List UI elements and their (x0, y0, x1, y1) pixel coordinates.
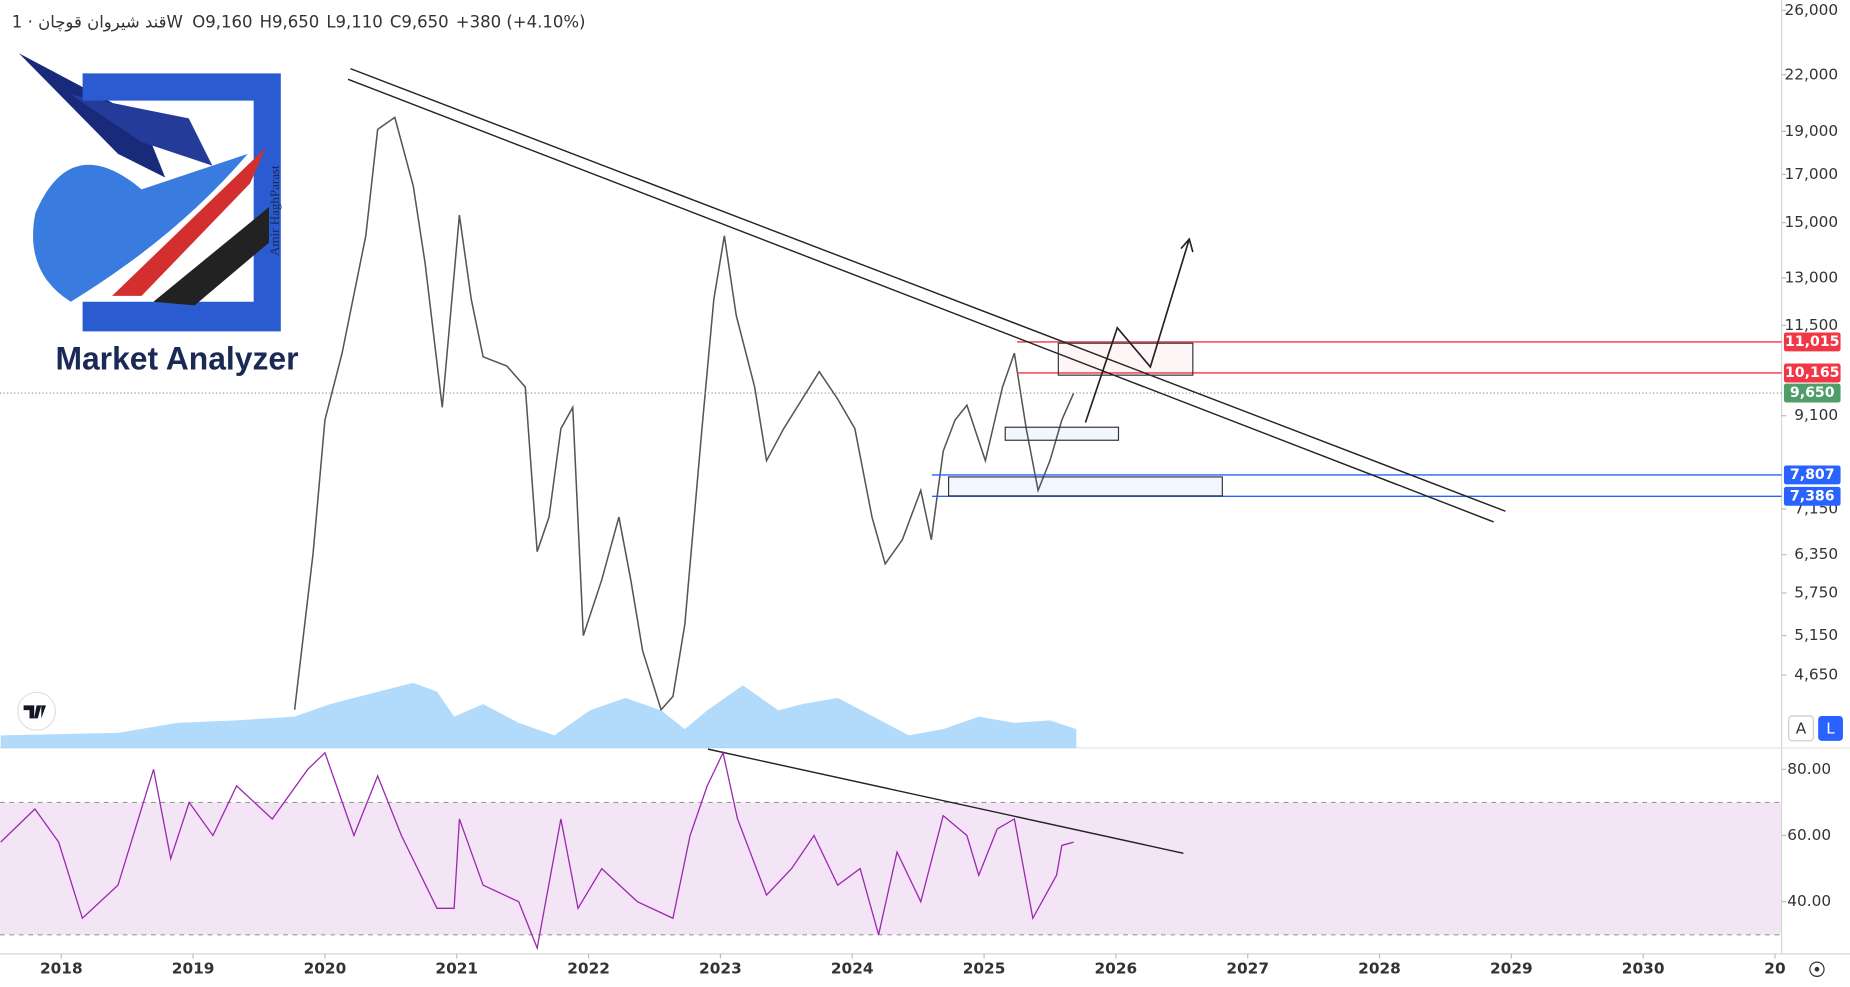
logo-frame (82, 73, 281, 332)
ohlc-label: C (390, 12, 402, 31)
auto-scale-label[interactable]: A (1796, 719, 1807, 737)
level-tag (1783, 486, 1841, 506)
logo: Market Analyzer Amir HaghParast (18, 53, 299, 376)
level-label: 7,386 (1790, 488, 1835, 504)
ohlc-value: 9,650 (272, 12, 319, 31)
y-tick-label: 22,000 (1785, 65, 1839, 83)
tv-logo (23, 705, 47, 719)
y-tick-label: 11,500 (1785, 316, 1839, 334)
logo-wing (18, 53, 166, 178)
ohlc-value: 9,160 (205, 12, 252, 31)
last-price-label: 9,650 (1790, 385, 1835, 401)
logo-author: Amir HaghParast (267, 165, 282, 256)
x-tick-label: 2026 (1095, 960, 1138, 978)
x-tick-label: 2021 (435, 960, 478, 978)
axes: 2018 2019 2020 2021 2022 2023 2024 2025 2026 2027… (40, 1, 1841, 978)
x-tick-label: 2019 (172, 960, 215, 978)
x-tick-label: 2022 (567, 960, 610, 978)
y-tick-label: 5,750 (1794, 584, 1838, 602)
y-tick-label: 17,000 (1785, 165, 1839, 183)
rsi-trendline (707, 748, 1184, 854)
price-line (293, 116, 1075, 712)
logo-swoosh (33, 153, 248, 302)
x-tick-label: 2024 (831, 960, 874, 978)
ohlc-label: L (326, 12, 336, 31)
rsi-line (0, 750, 1074, 951)
auto-scale-button[interactable] (1788, 715, 1815, 742)
legend-header: قند شیروان قوچان · 1W O9,160 H9,650 L9,110 C… (12, 12, 586, 32)
log-scale-button[interactable] (1818, 715, 1843, 741)
resistance-box (1057, 342, 1194, 376)
level-tag (1783, 465, 1841, 485)
level-label: 11,015 (1785, 334, 1840, 350)
support-box (1004, 426, 1120, 441)
rsi-band-fill (0, 802, 1782, 935)
projection-arrow (1084, 238, 1191, 423)
rsi-band (0, 801, 1782, 936)
rsi-tick-label: 60.00 (1787, 826, 1831, 844)
level-tag (1783, 332, 1841, 352)
y-tick-label: 13,000 (1785, 268, 1839, 286)
ohlc-label: O (192, 12, 205, 31)
y-tick-label: 19,000 (1785, 122, 1839, 140)
x-tick-label: 2028 (1358, 960, 1401, 978)
symbol: قند شیروان قوچان (38, 12, 166, 32)
volume-layer (0, 682, 1077, 748)
y-tick-label: 9,100 (1794, 406, 1838, 424)
tv-badge (17, 691, 57, 731)
change: +380 (+4.10%) (456, 12, 586, 31)
rsi-tick-label: 80.00 (1787, 760, 1831, 778)
y-tick-label: 6,350 (1794, 545, 1838, 563)
y-tick-label: 15,000 (1785, 213, 1839, 231)
x-tick-label: 2030 (1622, 960, 1665, 978)
support-box (948, 476, 1223, 497)
x-tick-label: 2025 (963, 960, 1006, 978)
level-tag (1783, 363, 1841, 383)
volume-area (0, 682, 1077, 748)
x-tick-label: 2023 (699, 960, 742, 978)
last-price-tag (1783, 383, 1841, 403)
y-tick-label: 26,000 (1785, 1, 1839, 19)
logo-stripe (112, 147, 266, 296)
logo-stripe (153, 207, 270, 306)
x-tick-label: 2029 (1490, 960, 1533, 978)
level-label: 10,165 (1785, 365, 1840, 381)
trendline (350, 67, 1506, 512)
settings-gear-center[interactable] (1814, 966, 1820, 972)
arrow-head (1180, 237, 1194, 253)
ohlc-value: 9,110 (336, 12, 383, 31)
x-tick-label: 20 (1764, 960, 1785, 978)
level-label: 7,807 (1790, 467, 1835, 483)
trendline (347, 78, 1494, 523)
logo-wing (70, 94, 213, 166)
settings-gear[interactable] (1809, 961, 1825, 977)
separator: · (28, 12, 33, 31)
log-scale-label[interactable]: L (1826, 719, 1835, 737)
x-tick-label: 2018 (40, 960, 83, 978)
scale-buttons: A L (1788, 715, 1843, 742)
drawings (347, 67, 1506, 854)
x-tick-label: 2020 (304, 960, 347, 978)
x-tick-label: 2027 (1226, 960, 1269, 978)
logo-title: Market Analyzer (55, 340, 298, 376)
ohlc-value: 9,650 (401, 12, 448, 31)
ohlc-label: H (260, 12, 272, 31)
y-tick-label: 4,650 (1794, 666, 1838, 684)
settings-icon[interactable] (1809, 961, 1825, 977)
y-tick-label: 5,150 (1794, 626, 1838, 644)
rsi-layer (0, 750, 1074, 951)
rsi-tick-label: 40.00 (1787, 892, 1831, 910)
